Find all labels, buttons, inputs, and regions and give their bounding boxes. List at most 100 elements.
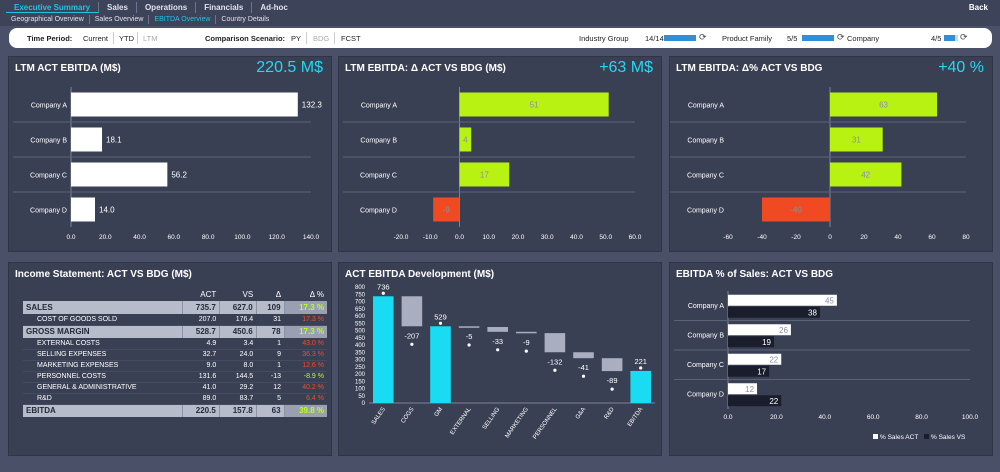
data-label: 17 bbox=[480, 171, 489, 180]
subtab-country-details[interactable]: Country Details bbox=[221, 16, 270, 23]
category-label: Company D bbox=[30, 208, 67, 215]
y-tick-label: 800 bbox=[355, 285, 366, 291]
category-label: MARKETING bbox=[505, 406, 531, 439]
category-label: COGS bbox=[400, 407, 415, 425]
ebitda-pct-chart: Company A 63 Company B 31 Company C 42 Company… bbox=[670, 87, 970, 241]
cell-vs: 3.4 bbox=[219, 338, 257, 350]
tab-executive-summary[interactable]: Executive Summary bbox=[6, 2, 100, 13]
y-tick-label: 200 bbox=[355, 372, 366, 378]
income-statement-table: ACT VS Δ Δ % SALES 735.7 627.0 109 17.3 % COS… bbox=[23, 287, 327, 417]
tab-sales[interactable]: Sales bbox=[99, 2, 137, 13]
company-count: 4/5 bbox=[931, 34, 942, 43]
bar bbox=[728, 365, 770, 377]
refresh-icon[interactable]: ⟳ bbox=[960, 32, 968, 42]
legend-swatch bbox=[873, 434, 878, 439]
tab-operations[interactable]: Operations bbox=[137, 2, 197, 13]
time-option-ltm[interactable]: LTM bbox=[143, 34, 158, 43]
x-tick-label: -10.0 bbox=[423, 234, 438, 241]
table-row: EBITDA 220.5 157.8 63 39.8 % bbox=[23, 404, 327, 417]
marker-dot bbox=[496, 348, 500, 352]
divider bbox=[137, 32, 138, 44]
cell-act: 89.0 bbox=[182, 393, 220, 405]
slicer-fill bbox=[802, 35, 834, 41]
x-tick-label: 40.0 bbox=[818, 414, 831, 421]
data-label: 132.3 bbox=[302, 101, 323, 110]
time-option-ytd[interactable]: YTD bbox=[119, 34, 134, 43]
y-tick-label: 600 bbox=[355, 314, 366, 320]
table-row: SALES 735.7 627.0 109 17.3 % bbox=[23, 301, 327, 314]
cell-vs: 144.5 bbox=[219, 371, 257, 383]
filter-bar: Time Period: Current YTD LTM Comparison … bbox=[9, 28, 992, 48]
x-tick-label: 60 bbox=[928, 234, 936, 241]
bar bbox=[830, 127, 883, 152]
x-tick-label: 60.0 bbox=[867, 414, 880, 421]
cell-delta: -13 bbox=[256, 371, 285, 383]
industry-group-slicer[interactable] bbox=[664, 35, 696, 41]
bar bbox=[459, 127, 472, 152]
x-tick-label: 20.0 bbox=[512, 234, 525, 241]
category-label: Company C bbox=[687, 173, 724, 180]
marker-dot bbox=[410, 342, 414, 346]
company-slicer[interactable] bbox=[944, 35, 958, 41]
subtab-sales-overview[interactable]: Sales Overview bbox=[90, 15, 150, 24]
category-label: Company C bbox=[30, 173, 67, 180]
x-tick-label: 20.0 bbox=[770, 414, 783, 421]
time-option-current[interactable]: Current bbox=[83, 34, 109, 43]
comparison-option-fcst[interactable]: FCST bbox=[341, 34, 361, 43]
cell-delta: 1 bbox=[256, 338, 285, 350]
data-label: -41 bbox=[578, 363, 589, 372]
income-statement-panel: Income Statement: ACT VS BDG (M$) ACT VS… bbox=[8, 262, 332, 456]
y-tick-label: 50 bbox=[358, 394, 365, 400]
subtab-ebitda-overview[interactable]: EBITDA Overview bbox=[149, 15, 217, 24]
waterfall-bar bbox=[516, 331, 537, 334]
table-row: R&D 89.0 83.7 5 6.4 % bbox=[23, 393, 327, 405]
bar bbox=[762, 197, 830, 222]
ebitda-development-chart: 0501001502002503003504004505005506006507… bbox=[355, 282, 655, 440]
y-tick-label: 700 bbox=[355, 300, 366, 306]
cell-label: COST OF GOODS SOLD bbox=[23, 314, 183, 326]
comparison-option-bdg[interactable]: BDG bbox=[313, 34, 330, 43]
industry-group-count: 14/14 bbox=[645, 34, 664, 43]
table-row: COST OF GOODS SOLD 207.0 176.4 31 17.3 % bbox=[23, 314, 327, 326]
cell-act: 131.6 bbox=[182, 371, 220, 383]
slicer-fill bbox=[944, 35, 956, 41]
y-tick-label: 300 bbox=[355, 358, 366, 364]
x-tick-label: 40.0 bbox=[570, 234, 583, 241]
back-button[interactable]: Back bbox=[968, 3, 988, 12]
category-label: Company D bbox=[687, 208, 724, 215]
category-label: R&D bbox=[604, 406, 617, 420]
bar bbox=[830, 92, 938, 117]
cell-pct: 17.3 % bbox=[283, 325, 327, 338]
cell-vs: 8.0 bbox=[219, 360, 257, 372]
tab-ad-hoc[interactable]: Ad-hoc bbox=[260, 3, 288, 12]
tab-financials[interactable]: Financials bbox=[196, 2, 253, 13]
data-label: 736 bbox=[377, 282, 390, 291]
cell-act: 528.7 bbox=[181, 325, 220, 338]
x-tick-label: -20.0 bbox=[394, 234, 409, 241]
data-label: 19 bbox=[762, 338, 771, 347]
cell-label: R&D bbox=[23, 393, 183, 405]
data-label: 529 bbox=[434, 312, 447, 321]
refresh-icon[interactable]: ⟳ bbox=[837, 32, 845, 42]
panel-title: ACT EBITDA Development (M$) bbox=[345, 269, 495, 280]
column-header bbox=[23, 287, 182, 301]
x-tick-label: 80.0 bbox=[202, 234, 215, 241]
comparison-option-py[interactable]: PY bbox=[291, 34, 302, 43]
y-tick-label: 0 bbox=[362, 401, 366, 407]
waterfall-bar bbox=[573, 352, 594, 359]
panel-title: LTM EBITDA: Δ ACT VS BDG (M$) bbox=[345, 63, 506, 74]
product-family-slicer[interactable] bbox=[802, 35, 834, 41]
kpi-value: +63 M$ bbox=[599, 59, 653, 76]
marker-dot bbox=[381, 291, 385, 295]
bar bbox=[728, 383, 758, 395]
x-tick-label: 20 bbox=[860, 234, 868, 241]
y-tick-label: 450 bbox=[355, 336, 366, 342]
data-label: 14.0 bbox=[99, 206, 115, 215]
kpi-value: +40 % bbox=[938, 59, 984, 76]
category-label: Company A bbox=[688, 303, 725, 310]
subtab-geographical-overview[interactable]: Geographical Overview bbox=[6, 15, 90, 24]
refresh-icon[interactable]: ⟳ bbox=[699, 32, 707, 42]
category-label: Company B bbox=[360, 138, 397, 145]
y-tick-label: 400 bbox=[355, 343, 366, 349]
